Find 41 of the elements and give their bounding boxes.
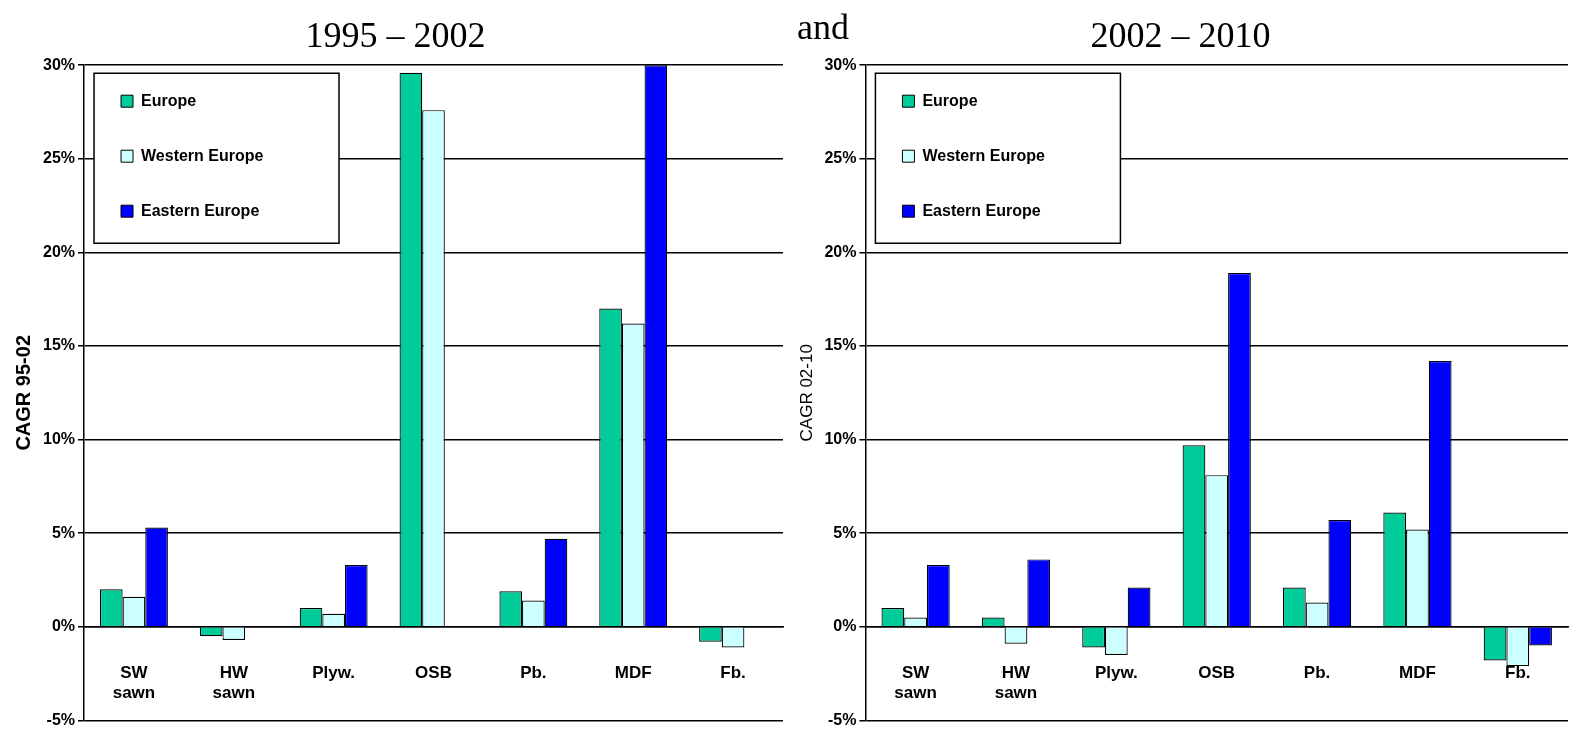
legend-label: Western Europe [141,146,264,164]
y-tick-label: 10% [42,430,76,448]
text: and [797,7,849,48]
chart-title: 2002 – 2010 [1090,15,1271,56]
x-tick-label: MDF [1399,662,1436,682]
x-tick-label: HW sawn [212,662,256,703]
x-tick-label: Pb. [1303,662,1331,682]
x-tick-label: OSB [415,662,452,682]
y-tick-label: 25% [824,149,857,167]
x-tick-label: HW sawn [994,662,1038,703]
x-tick-label: Pb. [520,662,547,682]
y-tick-label: 25% [42,149,76,167]
legend-label: Europe [922,91,978,109]
x-tick-label: Fb. [720,662,746,682]
x-tick-label: SW sawn [894,662,937,703]
y-tick-label: -5% [827,710,857,728]
legend-label: Eastern Europe [141,201,260,219]
y-tick-label: 5% [833,523,857,541]
y-axis-title: CAGR 02-10 [796,344,816,442]
x-tick-label: Plyw. [1094,662,1138,682]
y-tick-label: 10% [824,430,857,448]
y-tick-label: 20% [42,242,76,260]
y-tick-label: 15% [42,336,76,354]
legend-label: Western Europe [922,146,1045,164]
chart-title: 1995 – 2002 [305,15,486,56]
legend-label: Eastern Europe [922,201,1041,219]
x-tick-label: MDF [614,662,652,682]
y-tick-label: -5% [46,710,76,728]
y-tick-label: 30% [824,55,857,73]
y-tick-label: 30% [42,55,76,73]
y-tick-label: 0% [833,617,857,635]
y-tick-label: 5% [51,523,76,541]
y-axis-title: CAGR 95-02 [11,335,34,451]
x-tick-label: SW sawn [112,662,156,703]
x-tick-label: OSB [1198,662,1236,682]
y-tick-label: 0% [51,617,76,635]
x-tick-label: Fb. [1505,662,1531,682]
y-tick-label: 20% [824,242,857,260]
y-tick-label: 15% [824,336,857,354]
x-tick-label: Plyw. [312,662,356,682]
legend-label: Europe [141,91,197,109]
